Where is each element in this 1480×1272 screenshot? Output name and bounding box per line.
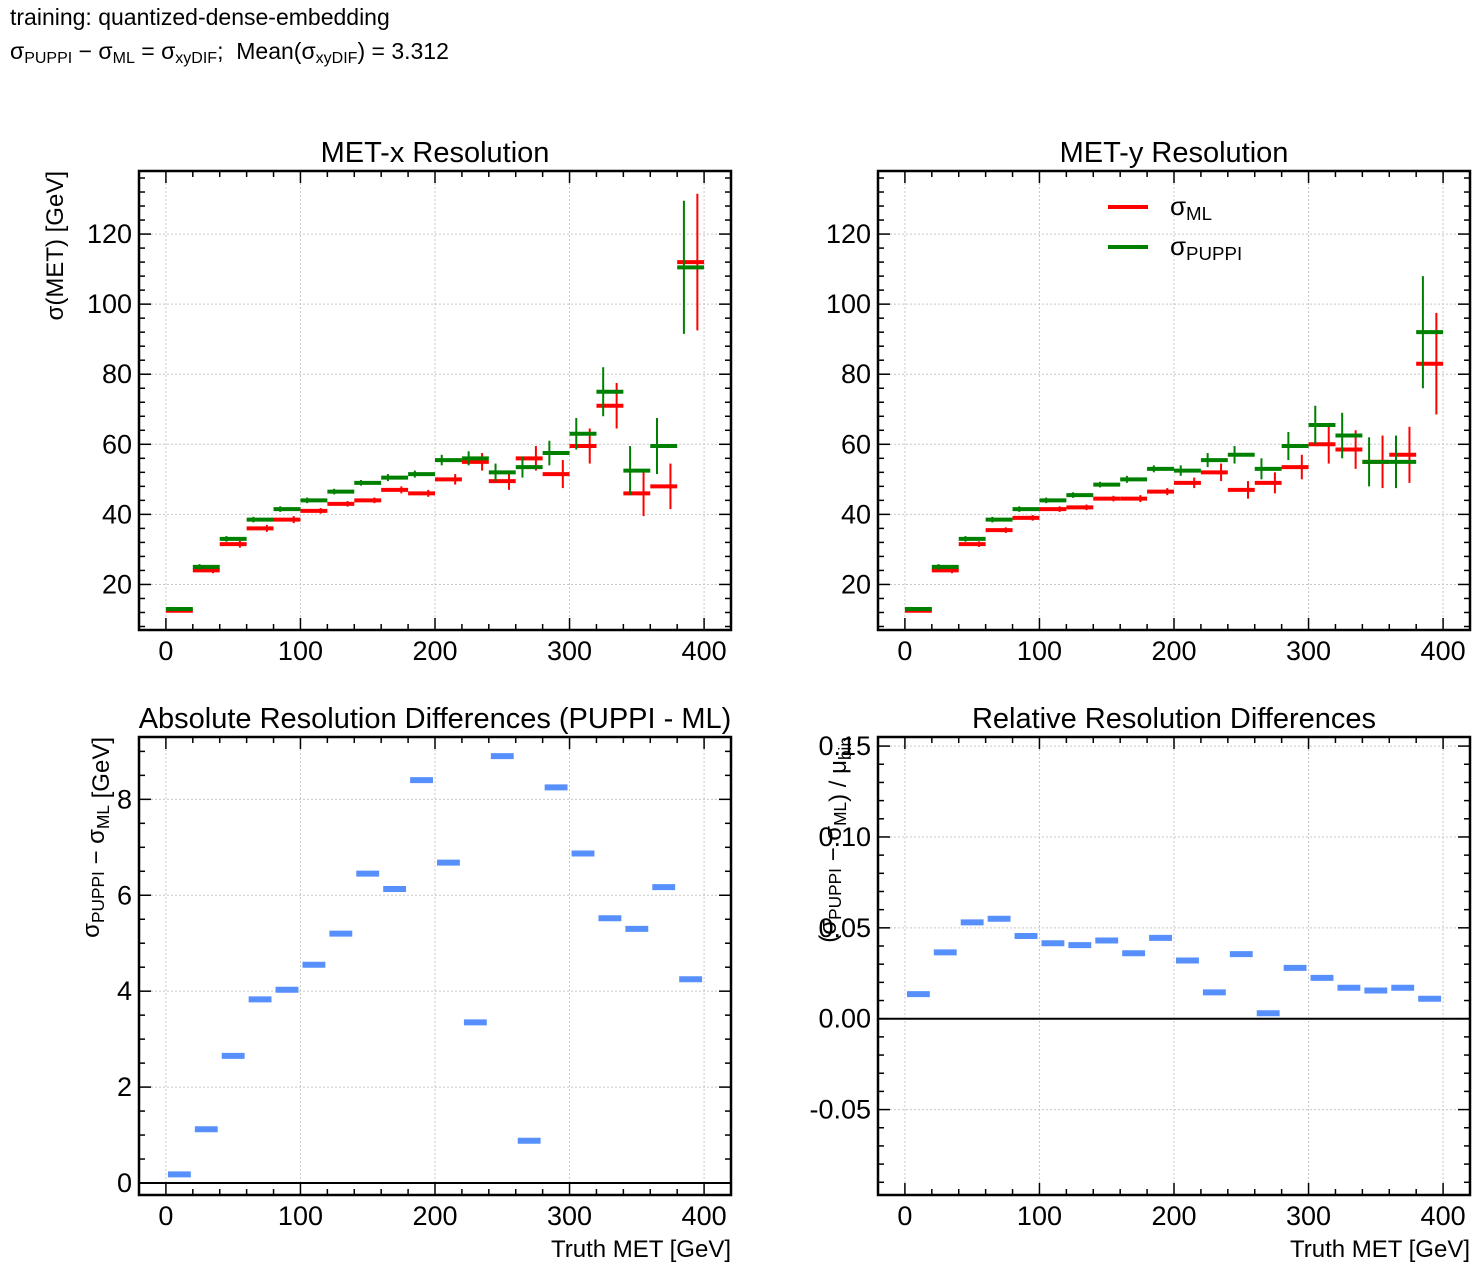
y-tick-label: 20: [102, 569, 132, 599]
y-tick-label: 40: [102, 499, 132, 529]
x-tick-label: 100: [278, 1201, 323, 1231]
y-tick-label: 80: [841, 359, 871, 389]
x-tick-label: 400: [682, 636, 727, 666]
x-tick-label: 100: [278, 636, 323, 666]
y-tick-label: 2: [117, 1072, 132, 1102]
y-axis-label: σ(MET) [GeV]: [42, 171, 69, 320]
x-tick-label: 0: [158, 636, 173, 666]
y-tick-label: 0.10: [818, 822, 871, 852]
panel-rel-diff: 0 100 200 300 400 -0.05 0.00 0.05 0.10 0.15 Relati…: [809, 703, 1472, 1263]
y-tick-label: -0.05: [809, 1095, 871, 1125]
chart-title: MET-x Resolution: [321, 137, 550, 169]
mean-resolution-label: σPUPPI − σML = σxyDIF; Mean(σxyDIF) = 3.…: [10, 38, 449, 68]
chart-title: Absolute Resolution Differences (PUPPI -…: [139, 703, 732, 735]
x-tick-label: 200: [412, 1201, 457, 1231]
x-tick-label: 300: [547, 1201, 592, 1231]
y-tick-label: 4: [117, 976, 132, 1006]
y-tick-label: 60: [841, 429, 871, 459]
x-tick-label: 300: [1286, 636, 1331, 666]
legend-label-ml: σML: [1170, 191, 1212, 224]
x-tick-label: 0: [897, 1201, 912, 1231]
y-tick-label: 8: [117, 784, 132, 814]
y-axis-label: σPUPPI − σML [GeV]: [78, 737, 115, 938]
chart-title: MET-y Resolution: [1060, 137, 1289, 169]
x-axis-label: Truth MET [GeV]: [551, 1236, 731, 1263]
y-tick-label: 80: [102, 359, 132, 389]
x-tick-label: 400: [1421, 1201, 1466, 1231]
x-tick-label: 100: [1017, 1201, 1062, 1231]
x-tick-label: 400: [682, 1201, 727, 1231]
panel-abs-diff: 0 100 200 300 400 0 2 4 6 8 Absolute Resolution Di…: [78, 703, 733, 1263]
panel-met-y: 0 100 200 300 400 20 40 60 80 100 120 MET-y Resolut…: [826, 137, 1472, 666]
panel-met-x: 0 100 200 300 400 20 40 60 80 100 120 MET-x Resolut…: [42, 137, 733, 666]
x-tick-label: 300: [547, 636, 592, 666]
y-tick-label: 40: [841, 499, 871, 529]
y-tick-label: 120: [826, 219, 871, 249]
y-tick-label: 20: [841, 569, 871, 599]
y-tick-label: 100: [87, 289, 132, 319]
x-tick-label: 0: [897, 636, 912, 666]
y-tick-label: 0.15: [818, 731, 871, 761]
x-tick-label: 300: [1286, 1201, 1331, 1231]
x-tick-label: 400: [1421, 636, 1466, 666]
x-axis-label: Truth MET [GeV]: [1290, 1236, 1470, 1263]
chart-title: Relative Resolution Differences: [972, 703, 1376, 735]
y-tick-label: 6: [117, 880, 132, 910]
figure-header: training: quantized-dense-embedding σPUP…: [10, 4, 449, 69]
x-tick-label: 200: [1151, 636, 1196, 666]
y-tick-label: 0.00: [818, 1004, 871, 1034]
legend: σML σPUPPI: [1108, 191, 1242, 264]
x-tick-label: 200: [412, 636, 457, 666]
y-tick-label: 100: [826, 289, 871, 319]
mean-value: 3.312: [391, 38, 449, 65]
y-tick-label: 60: [102, 429, 132, 459]
x-tick-label: 200: [1151, 1201, 1196, 1231]
training-label: training: quantized-dense-embedding: [10, 4, 390, 30]
y-axis-label: (σPUPPI − σML) / μbin: [815, 737, 855, 943]
x-tick-label: 0: [158, 1201, 173, 1231]
legend-label-puppi: σPUPPI: [1170, 231, 1242, 264]
y-tick-label: 0.05: [818, 913, 871, 943]
y-tick-label: 120: [87, 219, 132, 249]
x-tick-label: 100: [1017, 636, 1062, 666]
y-tick-label: 0: [117, 1168, 132, 1198]
